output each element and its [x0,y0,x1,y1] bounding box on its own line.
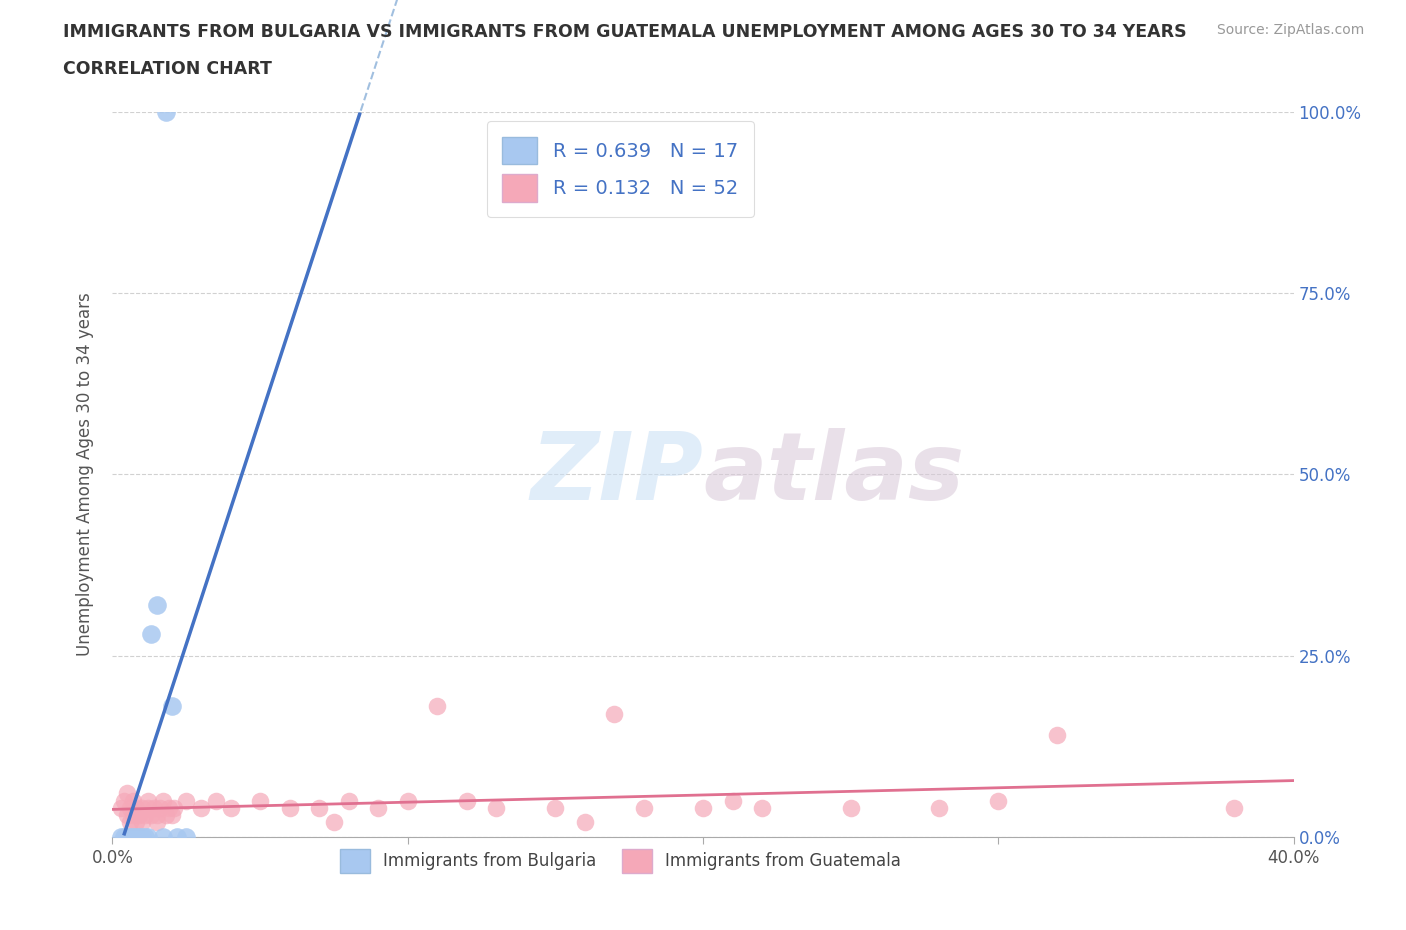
Point [146,597,169,612]
Point [633,801,655,816]
Legend: Immigrants from Bulgaria, Immigrants from Guatemala: Immigrants from Bulgaria, Immigrants fro… [333,843,907,880]
Point [1223,801,1246,816]
Point [139,808,162,823]
Point [128,808,150,823]
Point [219,801,242,816]
Point [1046,728,1069,743]
Point [136,801,159,816]
Point [125,815,148,830]
Point [278,801,301,816]
Point [122,830,145,844]
Point [149,801,172,816]
Point [160,808,183,823]
Point [692,801,714,816]
Point [574,815,596,830]
Point [125,830,148,844]
Point [323,815,346,830]
Point [117,786,138,801]
Point [155,808,177,823]
Point [155,104,177,119]
Point [308,801,330,816]
Point [128,830,150,844]
Point [160,699,183,714]
Point [337,793,360,808]
Point [136,830,159,844]
Point [136,793,159,808]
Point [987,793,1010,808]
Point [485,801,508,816]
Point [134,830,156,844]
Point [131,830,153,844]
Point [839,801,862,816]
Point [122,793,145,808]
Point [117,808,138,823]
Point [131,815,153,830]
Point [396,793,419,808]
Point [721,793,744,808]
Point [142,801,165,816]
Point [134,808,156,823]
Point [603,706,626,721]
Text: Source: ZipAtlas.com: Source: ZipAtlas.com [1216,23,1364,37]
Point [205,793,228,808]
Point [544,801,567,816]
Point [120,815,142,830]
Point [112,793,135,808]
Point [174,830,197,844]
Point [122,808,145,823]
Point [928,801,950,816]
Point [166,830,188,844]
Point [456,793,478,808]
Point [139,627,162,642]
Point [112,830,135,844]
Point [152,830,174,844]
Point [146,815,169,830]
Point [157,801,180,816]
Point [249,793,271,808]
Text: IMMIGRANTS FROM BULGARIA VS IMMIGRANTS FROM GUATEMALA UNEMPLOYMENT AMONG AGES 30: IMMIGRANTS FROM BULGARIA VS IMMIGRANTS F… [63,23,1187,41]
Point [751,801,773,816]
Point [110,801,132,816]
Text: CORRELATION CHART: CORRELATION CHART [63,60,273,78]
Point [131,801,153,816]
Point [152,793,174,808]
Point [426,699,449,714]
Y-axis label: Unemployment Among Ages 30 to 34 years: Unemployment Among Ages 30 to 34 years [76,292,94,657]
Point [125,801,148,816]
Point [174,793,197,808]
Point [146,808,169,823]
Point [190,801,212,816]
Text: ZIP: ZIP [530,429,703,520]
Point [110,830,132,844]
Point [120,801,142,816]
Point [120,830,142,844]
Text: atlas: atlas [703,429,965,520]
Point [117,830,138,844]
Point [367,801,389,816]
Point [163,801,186,816]
